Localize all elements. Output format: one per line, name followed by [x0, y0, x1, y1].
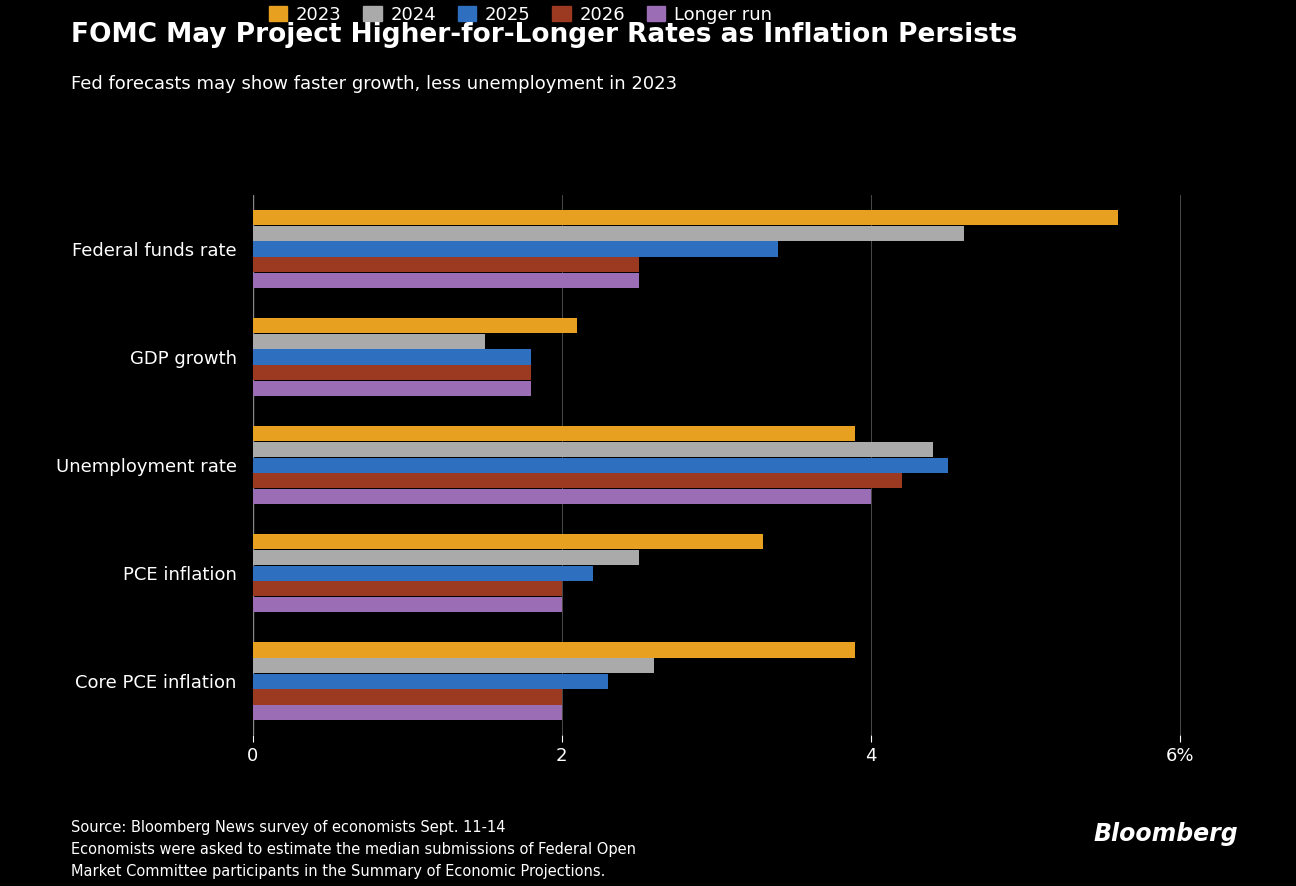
- Bar: [253, 365, 531, 380]
- Bar: [253, 597, 561, 612]
- Bar: [253, 565, 592, 581]
- Bar: [253, 457, 949, 473]
- Bar: [253, 226, 963, 241]
- Bar: [253, 705, 561, 720]
- Text: Bloomberg: Bloomberg: [1093, 822, 1238, 846]
- Bar: [253, 673, 608, 689]
- Bar: [253, 334, 485, 349]
- Bar: [253, 210, 1118, 225]
- Bar: [253, 658, 654, 673]
- Bar: [253, 550, 639, 565]
- Text: FOMC May Project Higher-for-Longer Rates as Inflation Persists: FOMC May Project Higher-for-Longer Rates…: [71, 22, 1017, 48]
- Legend: 2023, 2024, 2025, 2026, Longer run: 2023, 2024, 2025, 2026, Longer run: [262, 0, 779, 31]
- Bar: [253, 349, 531, 365]
- Bar: [253, 473, 902, 488]
- Bar: [253, 241, 778, 257]
- Bar: [253, 381, 531, 396]
- Bar: [253, 642, 855, 657]
- Bar: [253, 257, 639, 272]
- Bar: [253, 273, 639, 288]
- Bar: [253, 581, 561, 596]
- Text: Source: Bloomberg News survey of economists Sept. 11-14
Economists were asked to: Source: Bloomberg News survey of economi…: [71, 820, 636, 879]
- Bar: [253, 318, 577, 333]
- Bar: [253, 689, 561, 704]
- Bar: [253, 534, 762, 549]
- Bar: [253, 426, 855, 441]
- Bar: [253, 489, 871, 504]
- Bar: [253, 442, 933, 457]
- Text: Fed forecasts may show faster growth, less unemployment in 2023: Fed forecasts may show faster growth, le…: [71, 75, 678, 93]
